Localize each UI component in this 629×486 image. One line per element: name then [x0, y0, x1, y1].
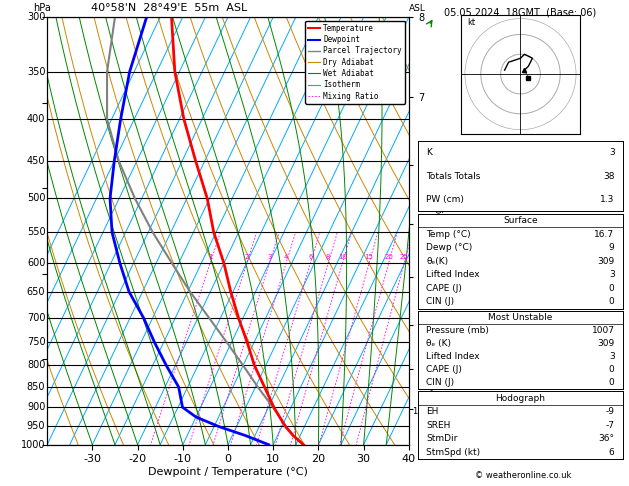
Text: 1: 1 [208, 254, 213, 260]
Text: -7: -7 [606, 421, 615, 430]
Text: 3: 3 [267, 254, 272, 260]
Text: SREH: SREH [426, 421, 451, 430]
Text: Totals Totals: Totals Totals [426, 172, 481, 181]
Text: K: K [426, 148, 432, 157]
Text: Mixing Ratio (g/kg): Mixing Ratio (g/kg) [435, 191, 444, 271]
Text: 1.3: 1.3 [600, 195, 615, 204]
Text: StmDir: StmDir [426, 434, 458, 443]
Legend: Temperature, Dewpoint, Parcel Trajectory, Dry Adiabat, Wet Adiabat, Isotherm, Mi: Temperature, Dewpoint, Parcel Trajectory… [305, 21, 405, 104]
Text: 850: 850 [27, 382, 45, 392]
Text: 0: 0 [609, 297, 615, 306]
Text: Hodograph: Hodograph [496, 394, 545, 402]
Text: 350: 350 [27, 67, 45, 77]
Text: 450: 450 [27, 156, 45, 166]
Text: 600: 600 [27, 258, 45, 268]
Text: 3: 3 [609, 352, 615, 361]
Text: 1000: 1000 [21, 440, 45, 450]
Text: © weatheronline.co.uk: © weatheronline.co.uk [476, 470, 572, 480]
Text: 500: 500 [27, 193, 45, 204]
Text: 38: 38 [603, 172, 615, 181]
Text: Lifted Index: Lifted Index [426, 352, 480, 361]
Text: 05.05.2024  18GMT  (Base: 06): 05.05.2024 18GMT (Base: 06) [444, 7, 597, 17]
Text: 950: 950 [27, 421, 45, 432]
Text: 900: 900 [27, 402, 45, 412]
Text: θₑ(K): θₑ(K) [426, 257, 448, 266]
Text: 25: 25 [400, 254, 409, 260]
Text: Lifted Index: Lifted Index [426, 270, 480, 279]
Text: kt: kt [467, 17, 475, 27]
X-axis label: Dewpoint / Temperature (°C): Dewpoint / Temperature (°C) [148, 467, 308, 477]
Text: 2: 2 [245, 254, 249, 260]
Text: PW (cm): PW (cm) [426, 195, 464, 204]
Text: 6: 6 [609, 448, 615, 457]
Text: 0: 0 [609, 365, 615, 374]
Text: CAPE (J): CAPE (J) [426, 365, 462, 374]
Text: 36°: 36° [599, 434, 615, 443]
Text: 9: 9 [609, 243, 615, 252]
Text: 40°58'N  28°49'E  55m  ASL: 40°58'N 28°49'E 55m ASL [91, 3, 247, 13]
Text: EH: EH [426, 407, 439, 416]
Text: 15: 15 [365, 254, 374, 260]
Text: Pressure (mb): Pressure (mb) [426, 326, 489, 335]
Text: hPa: hPa [33, 3, 50, 13]
Text: 10: 10 [338, 254, 347, 260]
Text: km
ASL: km ASL [409, 0, 426, 13]
Text: 800: 800 [27, 361, 45, 370]
Text: 3: 3 [609, 270, 615, 279]
Text: 6: 6 [308, 254, 313, 260]
Text: 20: 20 [384, 254, 393, 260]
Text: -9: -9 [606, 407, 615, 416]
Text: StmSpd (kt): StmSpd (kt) [426, 448, 481, 457]
Text: 0: 0 [609, 378, 615, 387]
Text: CIN (J): CIN (J) [426, 378, 455, 387]
Text: 400: 400 [27, 114, 45, 124]
Text: Dewp (°C): Dewp (°C) [426, 243, 473, 252]
Text: 750: 750 [27, 337, 45, 347]
Text: 8: 8 [326, 254, 330, 260]
Text: 1007: 1007 [591, 326, 615, 335]
Text: 650: 650 [27, 287, 45, 296]
Text: 16.7: 16.7 [594, 230, 615, 239]
Text: 550: 550 [27, 227, 45, 237]
Text: θₑ (K): θₑ (K) [426, 339, 452, 348]
Text: Temp (°C): Temp (°C) [426, 230, 471, 239]
Text: CIN (J): CIN (J) [426, 297, 455, 306]
Text: 309: 309 [598, 257, 615, 266]
Text: 300: 300 [27, 12, 45, 22]
Text: 1LCL: 1LCL [413, 407, 433, 416]
Text: 4: 4 [284, 254, 288, 260]
Text: 309: 309 [598, 339, 615, 348]
Text: CAPE (J): CAPE (J) [426, 284, 462, 293]
Text: 700: 700 [27, 313, 45, 323]
Text: 0: 0 [609, 284, 615, 293]
Text: Surface: Surface [503, 216, 538, 225]
Text: 3: 3 [609, 148, 615, 157]
Text: Most Unstable: Most Unstable [488, 313, 553, 322]
